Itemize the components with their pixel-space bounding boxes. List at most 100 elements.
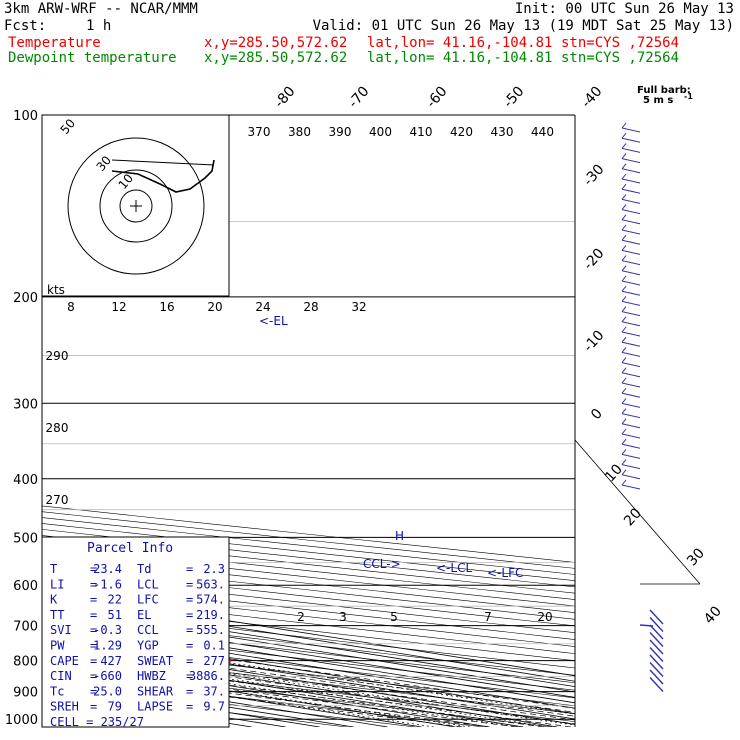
parcel-key: PW (50, 639, 65, 653)
parcel-eq: = (90, 684, 97, 698)
frame-diagonal (574, 439, 701, 585)
wind-barb (649, 669, 664, 685)
wind-barb (621, 143, 627, 149)
dry-adiabat (42, 547, 575, 607)
el-marker: <-EL (259, 314, 288, 328)
mixing-ratio-label: 20 (537, 610, 552, 624)
moist-adiabat (42, 646, 575, 721)
parcel-value: 563. (196, 577, 225, 591)
parcel-key: SVI (50, 623, 72, 637)
forecast-hour: 1 h (86, 18, 112, 34)
isotherm-line (42, 590, 575, 677)
parcel-key: TT (50, 608, 64, 622)
parcel-key: LI (50, 577, 64, 591)
barb-legend-title: Full barb: (637, 85, 691, 96)
parcel-eq: = (90, 608, 97, 622)
parcel-eq: = (186, 669, 193, 683)
hwbz-marker: H (395, 529, 404, 543)
parcel-value: 51 (108, 608, 122, 622)
wind-barb (621, 306, 627, 312)
parcel-value: -1.6 (93, 577, 122, 591)
isotherm-label: -70 (345, 83, 372, 111)
theta-label: 430 (491, 125, 514, 139)
wind-barb (621, 296, 627, 302)
pressure-label: 100 (13, 109, 38, 124)
parcel-eq: = (90, 593, 97, 607)
wind-barb (621, 173, 627, 180)
parcel-value: 37. (203, 684, 225, 698)
wind-barb (621, 280, 641, 286)
parcel-value: 79 (108, 700, 122, 714)
wind-barb (621, 219, 641, 225)
speed-label: 12 (111, 300, 126, 314)
wind-barb (621, 367, 627, 374)
isotherm-label: 40 (701, 603, 725, 627)
wind-barb (649, 647, 664, 662)
theta-label: 400 (369, 125, 392, 139)
wind-barb (621, 270, 641, 276)
parcel-cell: CELL = 235/27 (50, 715, 144, 729)
model-title: 3km ARW-WRF -- NCAR/MMM (4, 1, 198, 17)
wind-barb (621, 464, 641, 470)
parcel-key: SHEAR (137, 684, 174, 698)
parcel-eq: = (186, 577, 193, 591)
moist-adiabat (42, 660, 544, 727)
wind-barb (621, 362, 641, 368)
parcel-value: 3886. (189, 669, 225, 683)
parcel-key: CIN (50, 669, 72, 683)
parcel-value: 25.0 (93, 684, 122, 698)
lcl-marker: <-LCL (436, 561, 472, 575)
wind-barb (621, 372, 641, 378)
wind-barb (621, 275, 627, 282)
wind-barb (621, 260, 641, 266)
wind-barbs (621, 122, 664, 692)
wind-barb (621, 178, 641, 184)
parcel-key: T (50, 562, 57, 576)
mixing-ratio-label: 7 (484, 610, 492, 624)
parcel-value: -0.3 (93, 623, 122, 637)
wind-barb (621, 341, 641, 347)
wind-barb (621, 357, 627, 363)
wind-barb (621, 224, 627, 231)
theta-label: 440 (531, 125, 554, 139)
parcel-value: 23.4 (93, 562, 122, 576)
parcel-key: LCL (137, 577, 159, 591)
parcel-info-panel (41, 536, 230, 728)
parcel-eq: = (186, 700, 193, 714)
parcel-eq: = (186, 562, 193, 576)
temperature-xy: x,y=285.50,572.62 (204, 35, 348, 51)
theta-label-small: 280 (46, 421, 69, 435)
parcel-key: LFC (137, 593, 159, 607)
wind-barb (621, 265, 627, 272)
speed-label: 8 (67, 300, 75, 314)
parcel-value: 0.1 (203, 639, 225, 653)
wind-barb (621, 168, 641, 174)
wind-barb (621, 474, 641, 480)
wind-barb (621, 229, 641, 235)
theta-label: 390 (329, 125, 352, 139)
wind-barb (621, 479, 627, 486)
hodograph-ring (99, 169, 173, 243)
wind-barb (621, 392, 641, 398)
theta-label: 380 (288, 125, 311, 139)
dry-adiabat (42, 642, 575, 707)
dry-adiabat (42, 529, 575, 588)
parcel-eq: = (186, 623, 193, 637)
wind-barb (621, 153, 627, 159)
parcel-value: 22 (108, 593, 122, 607)
wind-barb (621, 453, 641, 459)
parcel-eq: = (186, 639, 193, 653)
parcel-eq: = (90, 700, 97, 714)
dry-adiabat (42, 627, 575, 691)
theta-label: 420 (450, 125, 473, 139)
wind-barb (621, 321, 641, 327)
wind-barb (621, 423, 641, 429)
wind-barb (621, 449, 627, 455)
parcel-eq: = (90, 577, 97, 591)
wind-barb (621, 183, 627, 190)
valid-time: Valid: 01 UTC Sun 26 May 13 (19 MDT Sat … (312, 18, 734, 34)
parcel-key: SWEAT (137, 654, 173, 668)
wind-barb (621, 443, 641, 449)
wind-barb (621, 209, 641, 215)
